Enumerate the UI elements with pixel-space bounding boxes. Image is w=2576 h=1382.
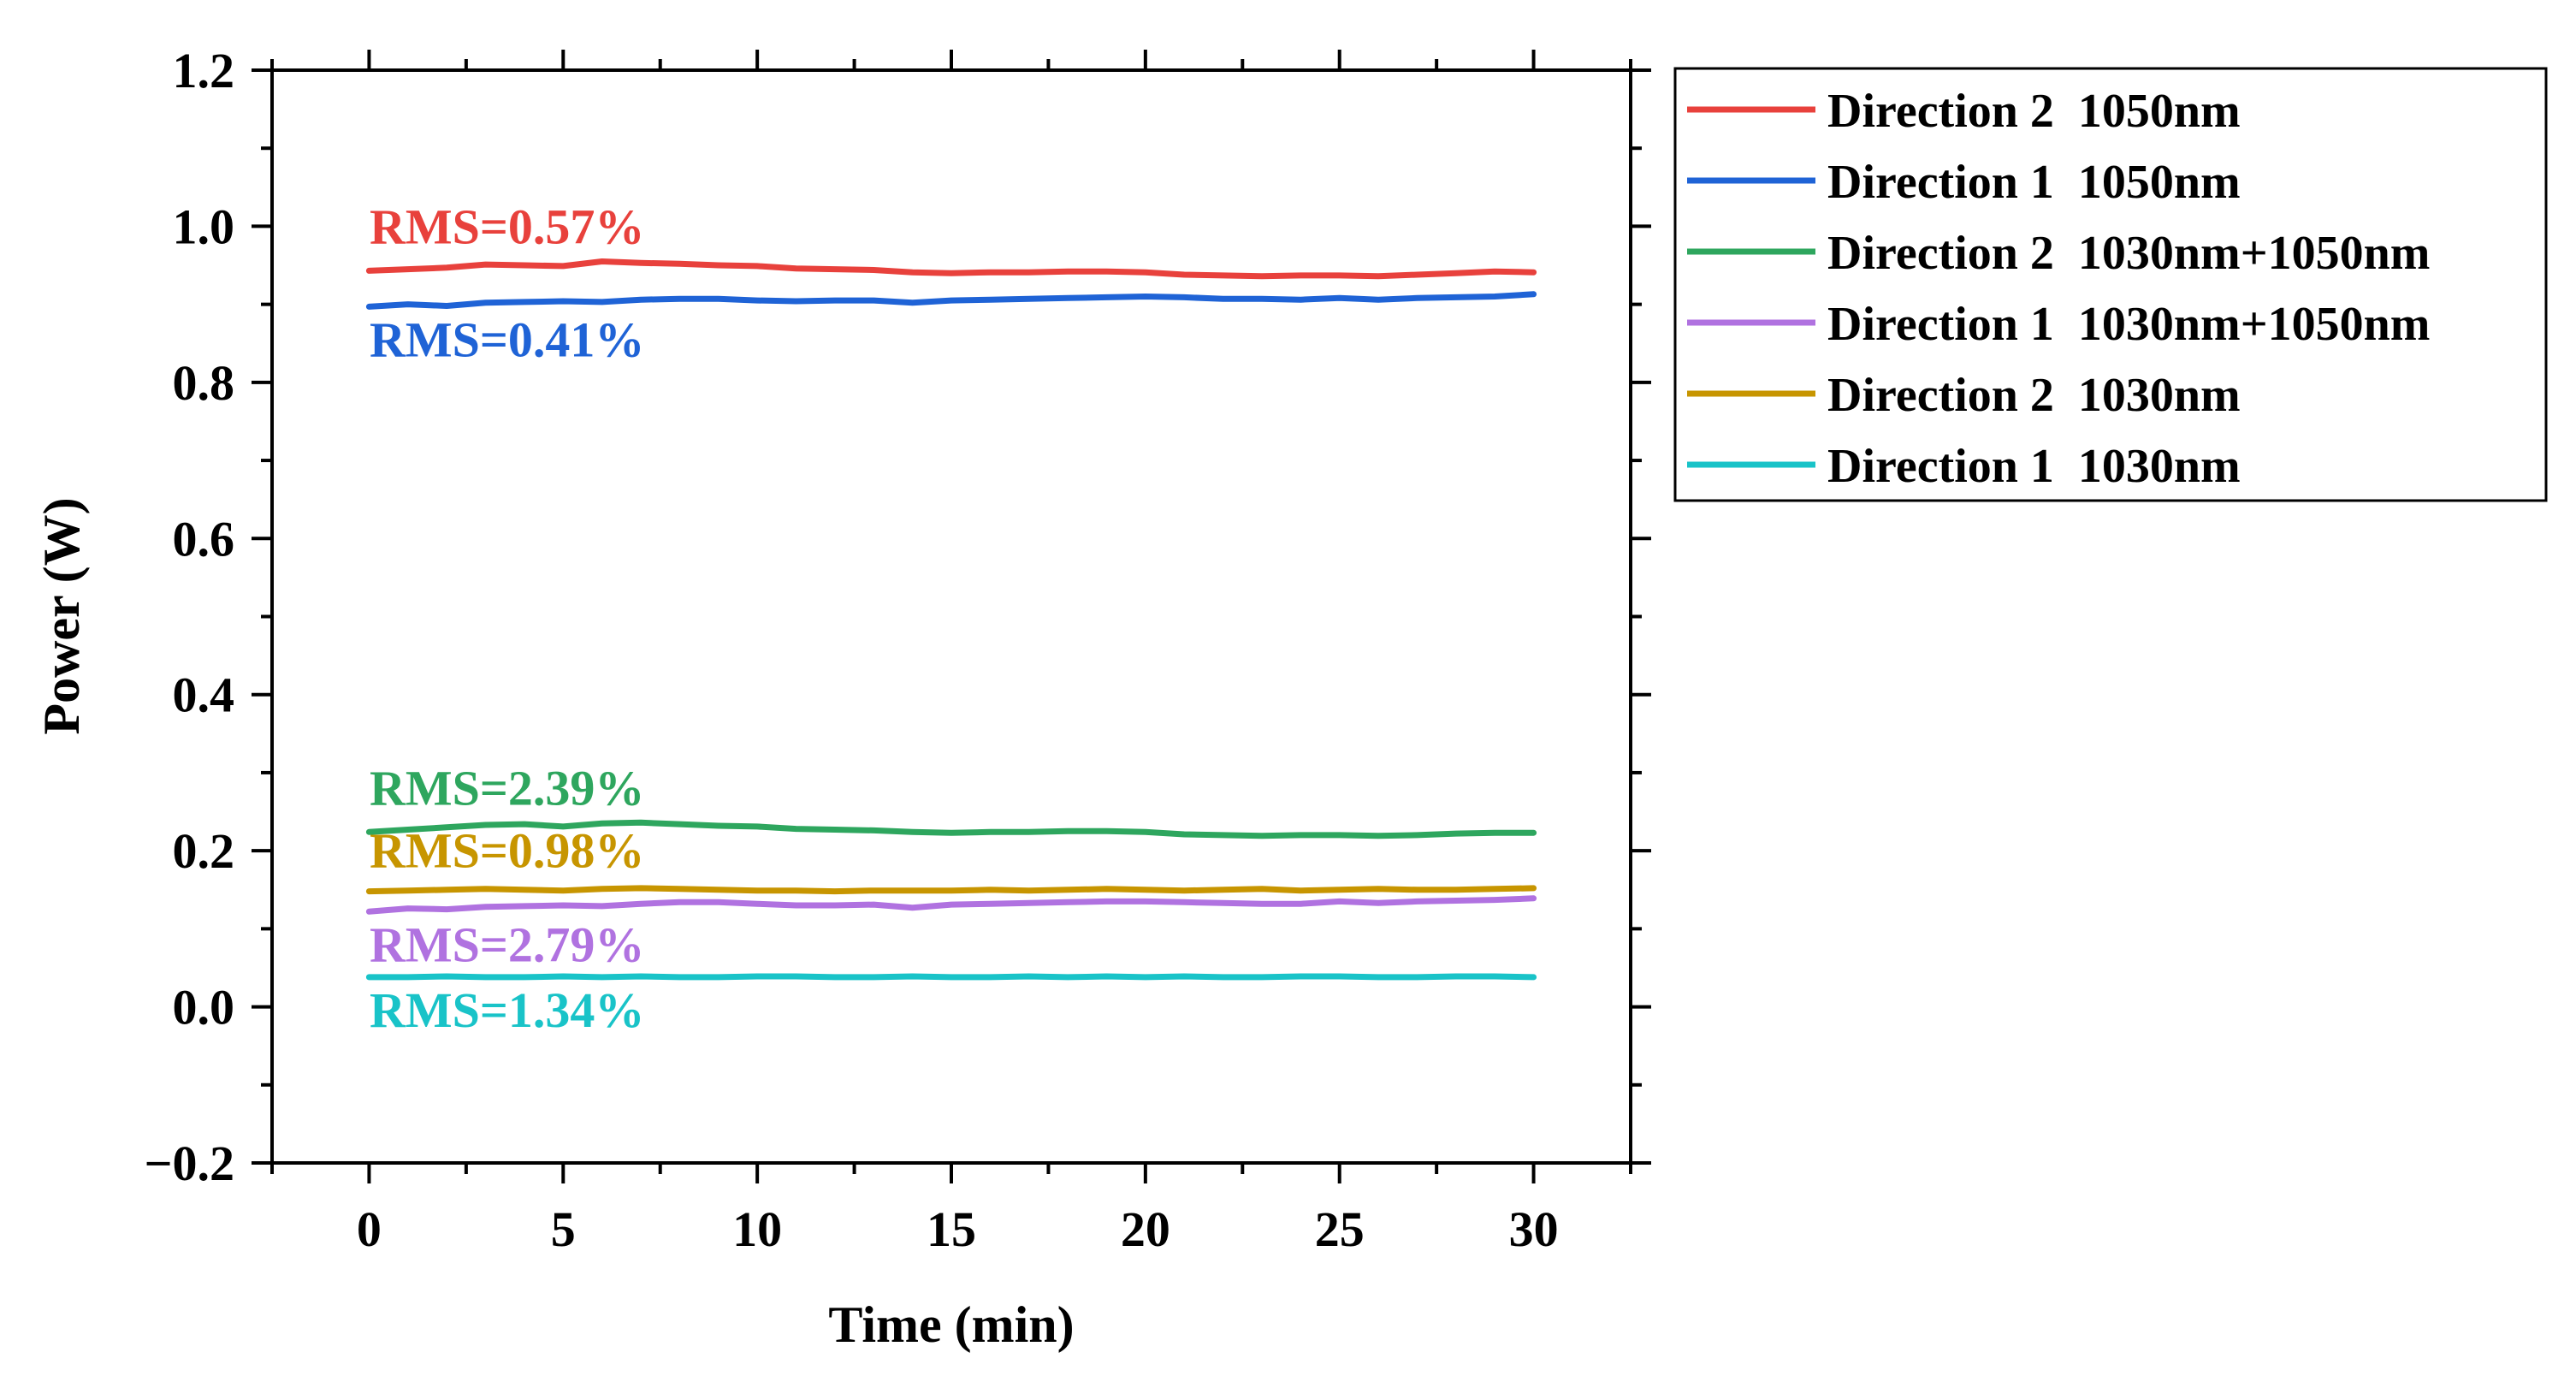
- legend-label: Direction 2 1050nm: [1827, 85, 2241, 138]
- rms-label: RMS=0.98%: [370, 823, 644, 879]
- y-tick-label: 1.2: [173, 43, 235, 98]
- legend-items: Direction 2 1050nm Direction 1 1050nm Dire…: [1687, 85, 2430, 493]
- y-axis-ticks: −0.2 0.0 0.2 0.4 0.6 0.8 1.0 1.2: [144, 43, 1651, 1191]
- y-tick-label: 0.2: [173, 823, 235, 879]
- x-tick-label: 5: [551, 1201, 576, 1257]
- legend-label: Direction 1 1050nm: [1827, 156, 2241, 209]
- y-tick-label: 0.8: [173, 355, 235, 411]
- series-lines: [365, 258, 1537, 981]
- y-tick-label: −0.2: [144, 1136, 234, 1191]
- series-line: [365, 973, 1537, 981]
- rms-label: RMS=0.57%: [370, 199, 644, 254]
- legend-label: Direction 2 1030nm: [1827, 369, 2241, 422]
- rms-label: RMS=2.39%: [370, 760, 644, 816]
- x-tick-label: 0: [357, 1201, 382, 1257]
- series-line: [365, 258, 1537, 280]
- rms-label: RMS=0.41%: [370, 311, 644, 367]
- series-line: [365, 895, 1537, 915]
- x-tick-label: 15: [927, 1201, 976, 1257]
- x-tick-label: 25: [1315, 1201, 1365, 1257]
- x-axis-label: Time (min): [828, 1296, 1074, 1353]
- legend-label: Direction 1 1030nm: [1827, 440, 2241, 493]
- series-line: [365, 291, 1537, 310]
- rms-label: RMS=1.34%: [370, 982, 644, 1038]
- plot-area: 0 5 10 15 20 25 30 −0.2 0.0 0.2 0.4 0.6 0.8 1.0 1.2 R…: [144, 43, 1651, 1257]
- x-axis-ticks: 0 5 10 15 20 25 30: [270, 50, 1632, 1257]
- rms-labels: RMS=0.57% RMS=0.41% RMS=2.39% RMS=2.79% RMS=…: [370, 199, 644, 1037]
- x-tick-label: 30: [1509, 1201, 1559, 1257]
- y-tick-label: 0.6: [173, 511, 235, 566]
- legend: Direction 2 1050nm Direction 1 1050nm Dire…: [1673, 67, 2548, 502]
- legend-box: [1673, 67, 2548, 502]
- legend-label: Direction 2 1030nm+1050nm: [1827, 227, 2430, 280]
- x-tick-label: 20: [1121, 1201, 1170, 1257]
- y-tick-label: 1.0: [173, 199, 235, 254]
- y-tick-label: 0.4: [173, 667, 235, 723]
- legend-label: Direction 1 1030nm+1050nm: [1827, 298, 2430, 351]
- rms-label: RMS=2.79%: [370, 916, 644, 972]
- y-tick-label: 0.0: [173, 980, 235, 1035]
- x-tick-label: 10: [732, 1201, 782, 1257]
- series-line: [365, 885, 1537, 895]
- y-axis-label: Power (W): [33, 497, 90, 734]
- series-line: [365, 819, 1537, 839]
